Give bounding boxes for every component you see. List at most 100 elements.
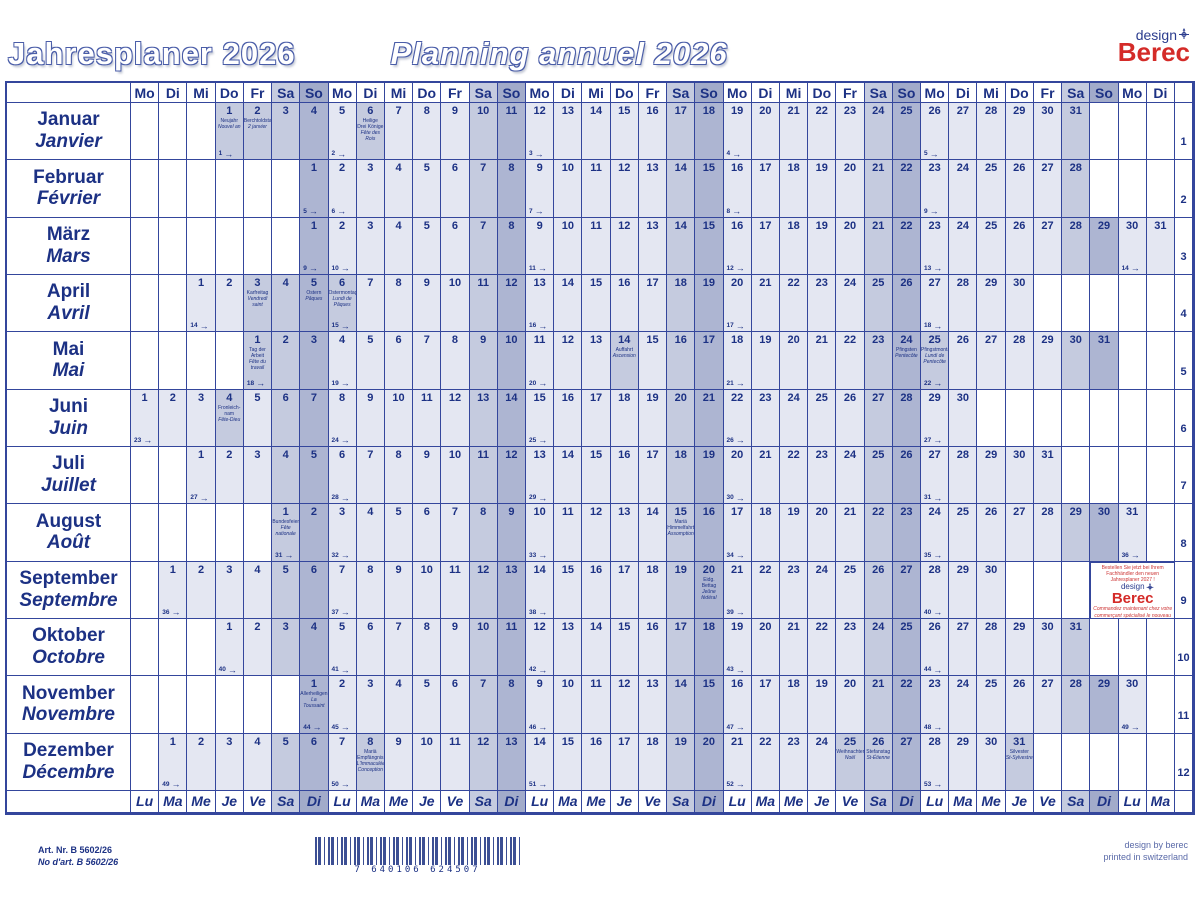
day-number: 1 [310, 678, 317, 691]
day-cell: 29 [1033, 332, 1063, 390]
empty-cell [1118, 103, 1147, 161]
day-cell: 20 [836, 217, 865, 275]
week-arrow-icon: → [538, 550, 548, 561]
day-cell: 23 [751, 389, 780, 447]
day-number: 20 [702, 735, 716, 748]
month-number-cell: 9 [1175, 561, 1193, 619]
day-number: 27 [1041, 162, 1054, 175]
day-number: 6 [339, 448, 346, 461]
day-header-fr: Ve [836, 790, 865, 813]
day-number: 21 [759, 448, 772, 461]
day-cell: 5 [243, 389, 273, 447]
week-number-marker: 29 → [529, 492, 548, 503]
day-number: 14 [646, 506, 659, 519]
day-number: 6 [451, 219, 459, 232]
empty-cell [131, 618, 160, 677]
day-cell: 2 [159, 389, 188, 447]
day-cell: 31 [1033, 446, 1063, 505]
month-label: August Août [7, 504, 131, 562]
day-cell: 20 30 → [723, 446, 752, 505]
day-cell: 17 34 → [723, 504, 752, 562]
week-arrow-icon: → [732, 148, 742, 159]
day-cell: 2 6 → [328, 160, 357, 218]
day-cell: 6 [413, 504, 442, 562]
week-arrow-icon: → [171, 779, 181, 790]
month-name-french: Décembre [22, 761, 115, 783]
week-arrow-icon: → [340, 263, 350, 274]
week-number-marker: 1 → [218, 148, 234, 159]
empty-cell [1146, 103, 1175, 161]
day-number: 20 [731, 276, 744, 289]
day-cell: 15 [610, 618, 639, 677]
week-number-marker: 18 → [924, 320, 943, 331]
day-header-de: Mi [582, 83, 611, 103]
day-number: 6 [367, 105, 374, 117]
empty-cell [131, 676, 160, 734]
day-cell: 10 [469, 618, 498, 677]
week-arrow-icon: → [337, 206, 347, 217]
week-arrow-icon: → [538, 492, 548, 503]
day-number: 26 [900, 448, 913, 461]
week-number-marker: 43 → [726, 664, 745, 675]
day-cell: 29 [1062, 504, 1091, 562]
empty-cell [159, 618, 188, 677]
day-number: 5 [339, 105, 346, 117]
week-number-marker: 5 → [303, 206, 318, 217]
day-number: 4 [310, 105, 317, 117]
day-number: 29 [1013, 105, 1026, 117]
day-cell: 10 [413, 733, 442, 791]
week-arrow-icon: → [340, 492, 350, 503]
day-cell: 15 [695, 160, 724, 218]
week-arrow-icon: → [340, 378, 350, 389]
day-number: 22 [872, 506, 885, 519]
day-cell: 20 [836, 676, 865, 734]
day-number: 6 [367, 620, 374, 633]
logo-design-text: design [1136, 28, 1190, 42]
day-cell: 9 [413, 446, 442, 505]
empty-cell [1146, 332, 1175, 390]
day-header-fr: Me [384, 790, 414, 813]
day-number: 1 [169, 563, 176, 576]
day-cell: 14 [638, 504, 668, 562]
empty-cell [131, 446, 160, 505]
day-cell: 26 [949, 332, 978, 390]
day-cell: 3 [243, 446, 273, 505]
day-header-fr: Ma [356, 790, 385, 813]
day-cell: 29 [977, 446, 1006, 505]
day-number: 28 [1069, 162, 1082, 175]
holiday-label: Tag der Arbeit Fête du travail [248, 347, 266, 372]
empty-cell [1118, 160, 1147, 218]
day-cell: 26 [892, 274, 922, 333]
empty-cell [1118, 332, 1147, 390]
day-number: 28 [984, 620, 998, 633]
empty-cell [215, 160, 244, 218]
day-cell: 6 [384, 332, 414, 390]
day-cell: 5 [272, 733, 301, 791]
day-cell: 10 33 → [526, 504, 555, 562]
week-number-marker: 52 → [726, 779, 745, 790]
footer-corner-cell [1175, 790, 1193, 813]
week-arrow-icon: → [340, 664, 350, 675]
day-number: 12 [477, 735, 490, 748]
day-cell: 18 [779, 217, 809, 275]
week-number-marker: 38 → [529, 607, 548, 618]
day-cell: 16 [582, 733, 611, 791]
day-cell: 13 16 → [526, 274, 555, 333]
day-header-de: Mi [779, 83, 809, 103]
day-cell: 21 [779, 618, 809, 677]
day-number: 16 [674, 334, 687, 347]
week-number-marker: 7 → [529, 206, 544, 217]
day-cell: 23 [892, 504, 922, 562]
day-cell: 18 [695, 618, 724, 677]
week-number-marker: 49 → [162, 779, 181, 790]
day-cell: 11 [497, 103, 527, 161]
day-cell: 9 [384, 733, 414, 791]
day-number: 4 [310, 620, 317, 633]
week-number-marker: 51 → [529, 779, 548, 790]
empty-cell [159, 332, 188, 390]
day-number: 11 [590, 219, 602, 232]
day-number: 8 [339, 391, 346, 404]
day-cell: 18 [638, 733, 668, 791]
day-cell: 9 11 → [526, 217, 555, 275]
day-cell: 25 [864, 274, 893, 333]
